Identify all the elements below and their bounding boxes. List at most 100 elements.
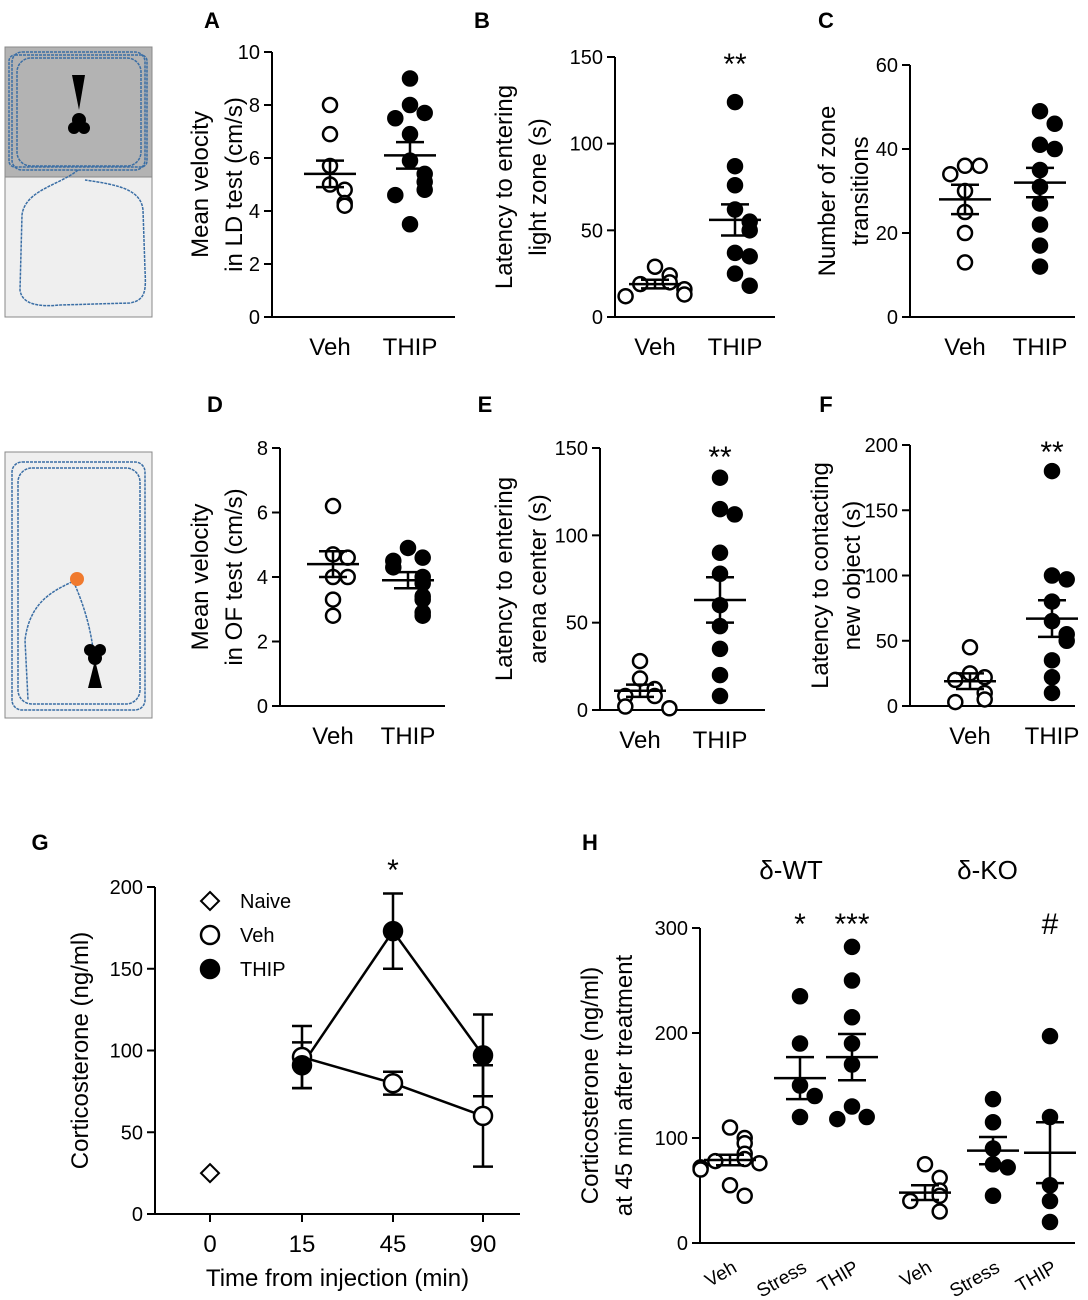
data-point xyxy=(414,549,431,566)
y-axis-label: in OF test (cm/s) xyxy=(221,488,248,665)
data-point xyxy=(401,216,419,233)
data-point xyxy=(711,666,729,684)
data-point xyxy=(1043,684,1061,702)
data-point xyxy=(976,691,993,708)
y-tick-label: 0 xyxy=(257,696,268,718)
data-point xyxy=(336,181,353,199)
y-tick-label: 2 xyxy=(249,254,260,276)
x-tick-label: THIP xyxy=(1025,723,1080,750)
marker xyxy=(472,1105,494,1127)
y-tick-label: 150 xyxy=(865,500,898,522)
data-point xyxy=(692,1161,709,1178)
marker xyxy=(472,1045,494,1066)
data-point xyxy=(956,254,974,271)
data-point xyxy=(843,1009,861,1026)
y-axis-label: Number of zone xyxy=(814,106,841,277)
y-tick-label: 50 xyxy=(566,613,588,635)
sem-bar xyxy=(1026,166,1054,199)
data-point xyxy=(1041,1027,1059,1045)
sem-bar xyxy=(979,1135,1007,1166)
y-tick-label: 100 xyxy=(110,1041,143,1063)
y-tick-label: 60 xyxy=(876,55,898,77)
data-point xyxy=(984,1114,1002,1131)
data-point xyxy=(324,607,342,624)
data-point xyxy=(387,186,404,204)
sem-bar xyxy=(786,1055,814,1101)
data-point xyxy=(416,104,433,122)
data-point xyxy=(741,277,758,295)
data-point xyxy=(617,287,634,305)
data-point xyxy=(711,640,729,658)
data-point xyxy=(646,258,664,275)
data-point xyxy=(401,96,419,114)
x-tick-label: 45 xyxy=(380,1231,407,1258)
data-point xyxy=(1031,195,1049,212)
data-point xyxy=(339,549,356,566)
data-point xyxy=(385,559,402,576)
x-tick-label: 0 xyxy=(203,1231,216,1258)
y-axis-label: Latency to contacting xyxy=(807,462,834,689)
data-point xyxy=(414,607,431,624)
data-point xyxy=(726,157,744,175)
data-point xyxy=(1043,462,1061,480)
data-point xyxy=(858,1108,875,1126)
data-point xyxy=(1043,652,1061,669)
y-axis-label: Corticosterone (ng/ml) xyxy=(577,967,604,1204)
object xyxy=(70,572,84,586)
dark-zone xyxy=(4,46,153,178)
panel-letter: D xyxy=(207,392,223,417)
data-point xyxy=(721,1177,739,1194)
panel-letter: F xyxy=(819,392,832,417)
panel-letter: B xyxy=(474,8,490,33)
of-track-image xyxy=(4,451,153,719)
significance-label: ** xyxy=(723,48,747,81)
y-tick-label: 2 xyxy=(257,632,268,654)
sem-bar xyxy=(706,576,734,624)
data-point xyxy=(387,110,404,127)
data-point xyxy=(1046,140,1063,158)
track xyxy=(11,461,146,711)
x-tick-label: THIP xyxy=(383,334,438,361)
y-tick-label: 6 xyxy=(249,148,260,170)
data-point xyxy=(956,224,974,242)
panel-letter: A xyxy=(204,8,220,33)
y-tick-label: 200 xyxy=(865,435,898,457)
x-tick-label: Veh xyxy=(312,723,353,750)
sem-bar xyxy=(1038,599,1066,639)
marker xyxy=(291,1054,313,1076)
marker xyxy=(199,1162,221,1184)
x-tick-label: Veh xyxy=(634,334,675,361)
legend-label: THIP xyxy=(240,959,286,981)
data-point xyxy=(661,700,678,717)
sem-bar xyxy=(838,1032,866,1082)
significance-label: ** xyxy=(1040,436,1064,469)
y-tick-label: 0 xyxy=(887,307,898,329)
y-tick-label: 100 xyxy=(865,566,898,588)
y-axis-label: Mean velocity xyxy=(187,111,214,258)
data-point xyxy=(806,1087,823,1105)
data-point xyxy=(1043,669,1061,686)
data-point xyxy=(711,687,729,705)
y-tick-label: 200 xyxy=(655,1023,688,1045)
data-point xyxy=(916,1156,934,1173)
sem-bar xyxy=(316,159,344,189)
data-point xyxy=(726,506,743,523)
y-axis-label: arena center (s) xyxy=(525,494,552,663)
sem-bar xyxy=(394,570,422,590)
y-tick-label: 8 xyxy=(249,95,260,117)
group-label: δ-KO xyxy=(957,855,1018,885)
sem-bar xyxy=(1036,1121,1064,1185)
data-point xyxy=(721,1119,739,1136)
data-point xyxy=(617,698,634,715)
x-tick-label: Stress xyxy=(946,1257,1003,1300)
data-point xyxy=(791,988,809,1005)
y-tick-label: 100 xyxy=(555,525,588,547)
x-tick-label: THIP xyxy=(708,334,763,361)
data-point xyxy=(843,938,861,956)
data-point xyxy=(942,165,959,183)
data-point xyxy=(829,1110,846,1128)
y-tick-label: 20 xyxy=(876,223,898,245)
data-point xyxy=(1031,258,1049,275)
data-point xyxy=(999,1159,1016,1176)
